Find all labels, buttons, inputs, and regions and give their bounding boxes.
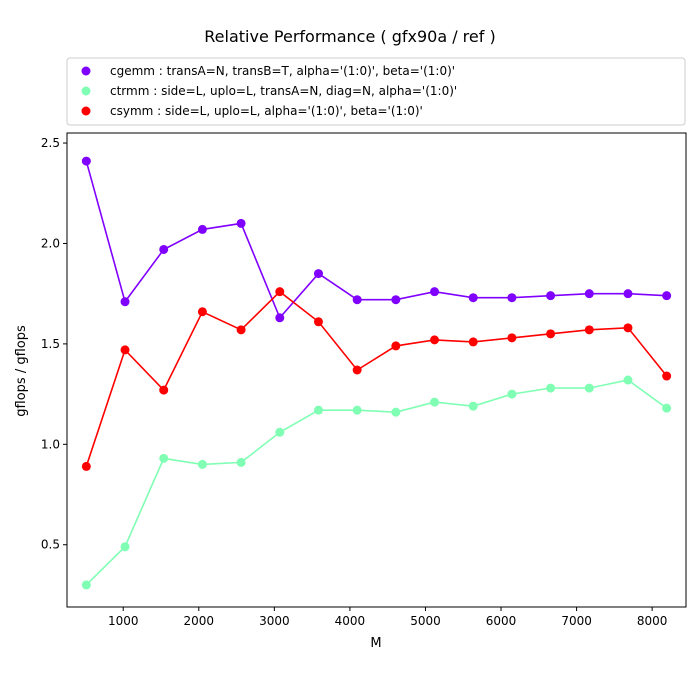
x-tick-label: 2000: [184, 614, 215, 628]
legend-marker: [81, 66, 91, 76]
data-point: [120, 542, 130, 552]
data-point: [507, 293, 517, 303]
y-axis-label: gflops / gflops: [14, 325, 29, 417]
data-point: [546, 329, 556, 339]
plot-area: 1000 2000 3000 4000 5000 6000 7000 8000 0.5 1.0 1.…: [41, 132, 687, 628]
legend-marker: [81, 106, 91, 116]
data-point: [584, 383, 594, 393]
data-point: [275, 313, 285, 323]
data-point: [584, 325, 594, 335]
x-tick-label: 1000: [108, 614, 139, 628]
data-point: [352, 405, 362, 415]
data-point: [159, 453, 169, 463]
data-point: [468, 293, 478, 303]
x-tick-label: 3000: [259, 614, 290, 628]
data-point: [430, 397, 440, 407]
data-point: [662, 403, 672, 413]
y-tick-label: 1.0: [41, 437, 60, 451]
legend-entry: ctrmm : side=L, uplo=L, transA=N, diag=N…: [110, 84, 457, 98]
data-point: [623, 375, 633, 385]
data-point: [120, 297, 130, 307]
series-1: [81, 156, 672, 323]
data-point: [159, 244, 169, 254]
data-point: [430, 287, 440, 297]
data-point: [468, 337, 478, 347]
data-point: [430, 335, 440, 345]
series-2: [81, 375, 672, 590]
y-tick-label: 2.5: [41, 136, 60, 150]
y-tick-label: 1.5: [41, 337, 60, 351]
series-line: [85, 160, 667, 320]
legend-entry: cgemm : transA=N, transB=T, alpha='(1:0)…: [110, 64, 455, 78]
data-point: [662, 291, 672, 301]
plot-frame: [66, 132, 687, 608]
data-point: [623, 323, 633, 333]
data-point: [81, 580, 91, 590]
series-3: [81, 287, 672, 471]
data-point: [120, 345, 130, 355]
chart-title: Relative Performance ( gfx90a / ref ): [204, 27, 495, 46]
x-tick-label: 8000: [637, 614, 668, 628]
data-point: [159, 385, 169, 395]
data-point: [391, 407, 401, 417]
legend: cgemm : transA=N, transB=T, alpha='(1:0)…: [66, 57, 686, 126]
data-point: [352, 365, 362, 375]
data-point: [468, 401, 478, 411]
y-tick-label: 0.5: [41, 538, 60, 552]
data-point: [275, 427, 285, 437]
data-point: [507, 389, 517, 399]
data-point: [81, 461, 91, 471]
data-point: [236, 218, 246, 228]
data-point: [391, 295, 401, 305]
data-point: [584, 289, 594, 299]
x-tick-label: 7000: [561, 614, 592, 628]
data-point: [662, 371, 672, 381]
data-point: [236, 325, 246, 335]
data-point: [197, 224, 207, 234]
data-point: [81, 156, 91, 166]
x-tick-label: 6000: [486, 614, 517, 628]
series-line: [85, 379, 668, 586]
legend-entry: csymm : side=L, uplo=L, alpha='(1:0)', b…: [110, 104, 423, 118]
data-point: [546, 383, 556, 393]
x-tick-label: 4000: [335, 614, 366, 628]
data-point: [236, 457, 246, 467]
series-line: [85, 290, 668, 467]
data-point: [313, 317, 323, 327]
data-point: [352, 295, 362, 305]
data-point: [623, 289, 633, 299]
x-axis-label: M: [370, 636, 381, 651]
data-point: [313, 269, 323, 279]
data-point: [197, 307, 207, 317]
data-point: [546, 291, 556, 301]
data-point: [275, 287, 285, 297]
data-point: [197, 459, 207, 469]
legend-box: [66, 57, 686, 126]
data-point: [391, 341, 401, 351]
y-tick-label: 2.0: [41, 236, 60, 250]
data-point: [507, 333, 517, 343]
data-point: [313, 405, 323, 415]
legend-marker: [81, 86, 91, 96]
x-tick-label: 5000: [410, 614, 441, 628]
